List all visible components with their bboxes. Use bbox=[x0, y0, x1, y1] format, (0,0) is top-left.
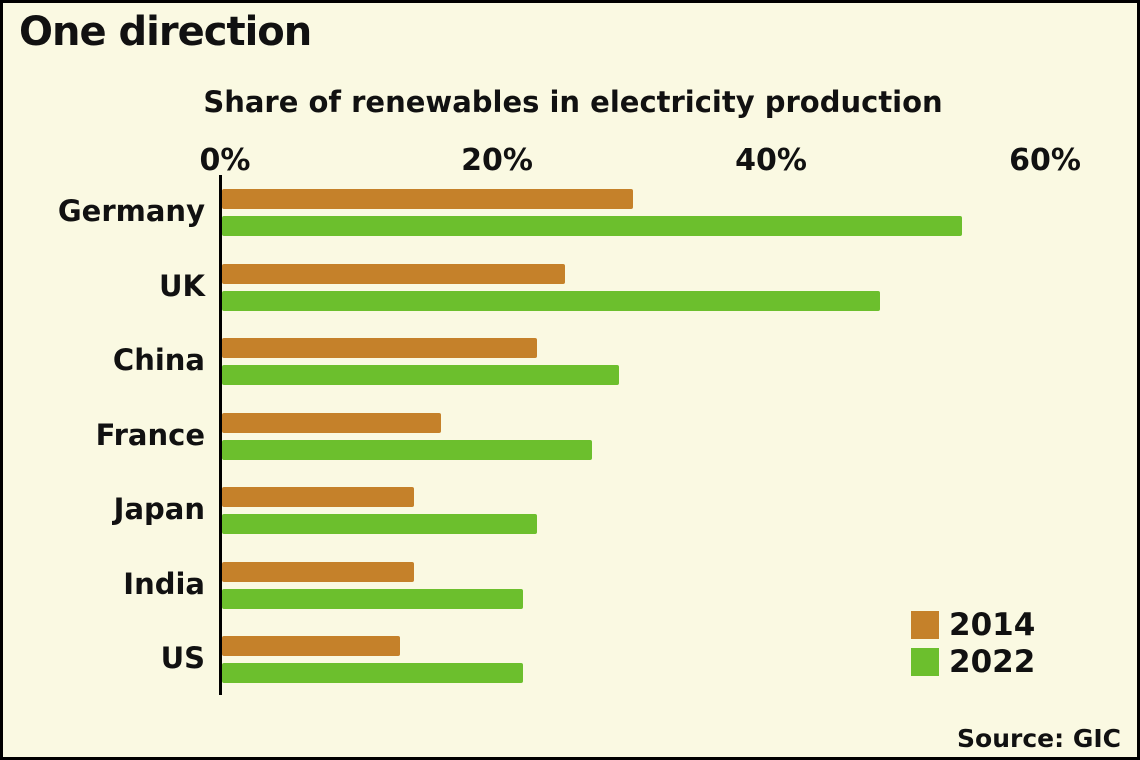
category-label-india: India bbox=[123, 566, 205, 601]
source-credit: Source: GIC bbox=[957, 724, 1121, 753]
bar-2022-germany bbox=[222, 216, 962, 236]
bar-2014-uk bbox=[222, 263, 565, 284]
bar-2022-uk bbox=[222, 290, 880, 311]
bar-2022-india bbox=[222, 588, 524, 609]
x-axis-tick-40: 40% bbox=[735, 143, 807, 178]
bar-2014-india bbox=[222, 561, 414, 582]
category-label-us: US bbox=[160, 641, 205, 675]
bar-2022-japan bbox=[222, 514, 538, 534]
category-label-france: France bbox=[95, 417, 205, 452]
legend-label-2014: 2014 bbox=[949, 607, 1036, 643]
category-label-uk: UK bbox=[158, 268, 205, 303]
bar-2014-china bbox=[222, 338, 538, 358]
bar-2014-japan bbox=[222, 487, 414, 507]
x-axis-tick-0: 0% bbox=[199, 143, 251, 178]
y-axis-line bbox=[219, 175, 222, 695]
bar-2022-france bbox=[222, 439, 592, 460]
bar-2022-us bbox=[222, 663, 524, 683]
x-axis-tick-20: 20% bbox=[461, 143, 533, 178]
legend-row-2022: 2022 bbox=[911, 644, 1036, 680]
chart-subtitle: Share of renewables in electricity produ… bbox=[203, 85, 943, 119]
category-label-japan: Japan bbox=[113, 492, 205, 526]
legend-swatch-2014 bbox=[911, 611, 939, 639]
legend-row-2014: 2014 bbox=[911, 607, 1036, 643]
legend-swatch-2022 bbox=[911, 648, 939, 676]
page-title: One direction bbox=[19, 9, 312, 55]
legend-label-2022: 2022 bbox=[949, 644, 1036, 680]
bar-2014-germany bbox=[222, 189, 633, 209]
bar-2014-us bbox=[222, 636, 401, 656]
bar-2014-france bbox=[222, 412, 442, 433]
bar-2022-china bbox=[222, 365, 620, 385]
category-label-germany: Germany bbox=[57, 194, 205, 228]
chart-legend: 2014 2022 bbox=[911, 607, 1036, 680]
category-label-china: China bbox=[112, 343, 205, 377]
x-axis-tick-60: 60% bbox=[1009, 143, 1081, 178]
